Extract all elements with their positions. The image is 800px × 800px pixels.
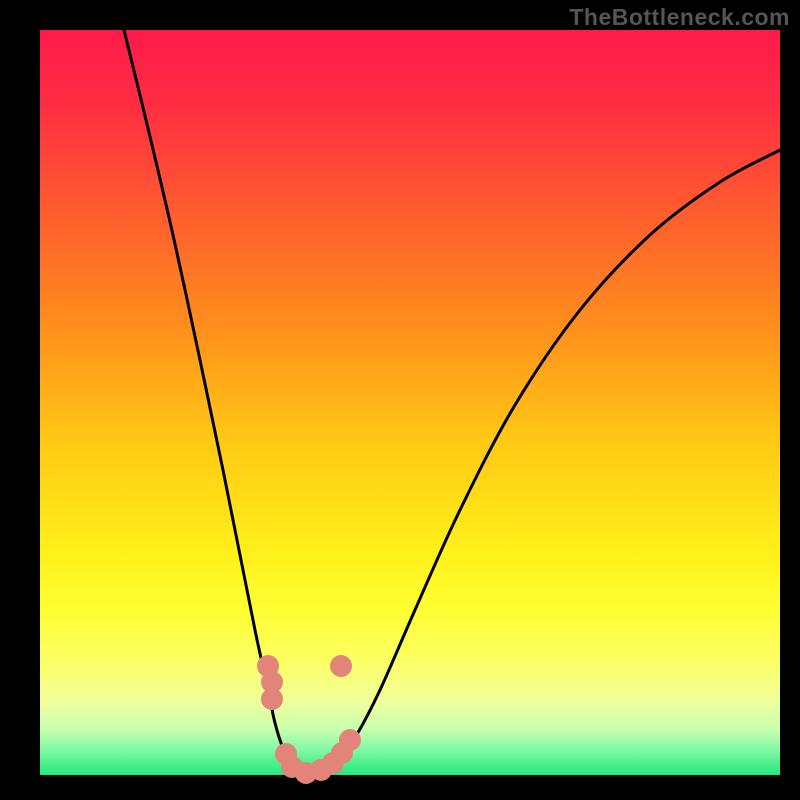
markers-layer xyxy=(40,30,780,775)
watermark-text: TheBottleneck.com xyxy=(569,4,790,31)
data-marker xyxy=(330,655,352,677)
plot-area xyxy=(40,30,780,775)
data-marker xyxy=(261,688,283,710)
data-marker xyxy=(339,729,361,751)
